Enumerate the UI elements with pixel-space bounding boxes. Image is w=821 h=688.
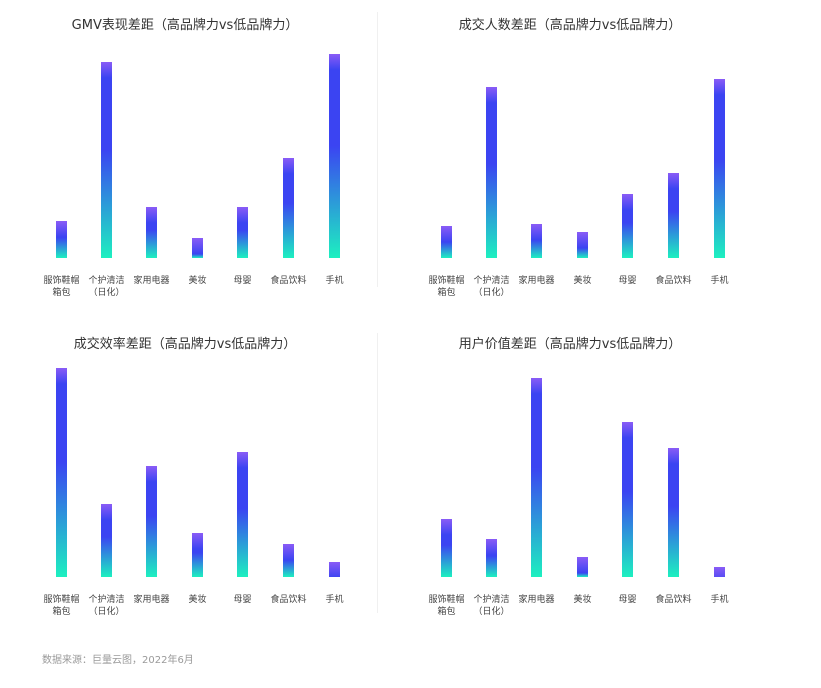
chart-bar: [283, 544, 294, 577]
data-source: 数据来源：巨量云图，2022年6月: [42, 655, 194, 666]
x-tick-label: 手机: [325, 595, 344, 605]
x-tick-label: 个护清洁 （日化）: [88, 276, 125, 298]
x-tick-label: 手机: [710, 276, 729, 286]
chart-bar: [329, 54, 340, 258]
x-tick-label: 美妆: [188, 276, 207, 286]
x-tick-label: 服饰鞋帽 箱包: [43, 276, 80, 298]
x-tick-label: 家用电器: [518, 595, 555, 605]
x-tick-label: 母婴: [233, 276, 252, 286]
x-tick-label: 美妆: [573, 595, 592, 605]
x-tick-label: 家用电器: [133, 595, 170, 605]
chart-bar: [146, 466, 157, 577]
chart-gmv: GMV表现差距（高品牌力vs低品牌力） 服饰鞋帽 箱包 个护清洁 （日化） 家用电器…: [20, 14, 350, 314]
x-tick-label: 母婴: [233, 595, 252, 605]
x-tick-label: 母婴: [618, 595, 637, 605]
chart-title: GMV表现差距（高品牌力vs低品牌力）: [71, 18, 299, 33]
chart-title: 用户价值差距（高品牌力vs低品牌力）: [458, 337, 682, 352]
x-tick-label: 美妆: [573, 276, 592, 286]
chart-user-value: 用户价值差距（高品牌力vs低品牌力） 服饰鞋帽 箱包 个护清洁 （日化） 家用电器 美…: [405, 333, 735, 633]
x-tick-label: 手机: [325, 276, 344, 286]
x-tick-label: 美妆: [188, 595, 207, 605]
x-tick-label: 服饰鞋帽 箱包: [428, 595, 465, 617]
chart-bar: [146, 207, 157, 258]
x-tick-label: 服饰鞋帽 箱包: [43, 595, 80, 617]
x-tick-label: 个护清洁 （日化）: [473, 276, 510, 298]
x-tick-label: 食品饮料: [655, 276, 692, 286]
chart-bar: [237, 207, 248, 258]
chart-title: 成交效率差距（高品牌力vs低品牌力）: [73, 337, 297, 352]
chart-bar: [283, 158, 294, 258]
chart-bar: [441, 226, 452, 258]
chart-bar: [56, 368, 67, 577]
chart-bar: [192, 238, 203, 258]
divider: [377, 333, 378, 613]
chart-bar: [486, 539, 497, 577]
x-tick-label: 母婴: [618, 276, 637, 286]
chart-bar: [237, 452, 248, 577]
chart-bar: [668, 448, 679, 577]
chart-bar: [622, 194, 633, 258]
chart-bar: [192, 533, 203, 577]
chart-bar: [329, 562, 340, 577]
chart-bar: [714, 567, 725, 577]
x-tick-label: 个护清洁 （日化）: [473, 595, 510, 617]
chart-bar: [577, 232, 588, 258]
chart-bar: [668, 173, 679, 258]
divider: [377, 12, 378, 287]
chart-buyers: 成交人数差距（高品牌力vs低品牌力） 服饰鞋帽 箱包 个护清洁 （日化） 家用电器 美…: [405, 14, 735, 314]
x-tick-label: 服饰鞋帽 箱包: [428, 276, 465, 298]
x-tick-label: 手机: [710, 595, 729, 605]
chart-efficiency: 成交效率差距（高品牌力vs低品牌力） 服饰鞋帽 箱包 个护清洁 （日化） 家用电器 美…: [20, 333, 350, 633]
x-tick-label: 家用电器: [518, 276, 555, 286]
x-tick-label: 食品饮料: [270, 276, 307, 286]
chart-bar: [101, 62, 112, 258]
chart-bar: [56, 221, 67, 258]
chart-bar: [531, 378, 542, 577]
chart-bar: [101, 504, 112, 577]
x-tick-label: 家用电器: [133, 276, 170, 286]
x-tick-label: 食品饮料: [270, 595, 307, 605]
chart-bar: [531, 224, 542, 258]
chart-bar: [441, 519, 452, 577]
x-tick-label: 食品饮料: [655, 595, 692, 605]
chart-bar: [486, 87, 497, 258]
chart-bar: [714, 79, 725, 258]
chart-bar: [622, 422, 633, 577]
x-tick-label: 个护清洁 （日化）: [88, 595, 125, 617]
chart-bar: [577, 557, 588, 577]
chart-title: 成交人数差距（高品牌力vs低品牌力）: [458, 18, 682, 33]
